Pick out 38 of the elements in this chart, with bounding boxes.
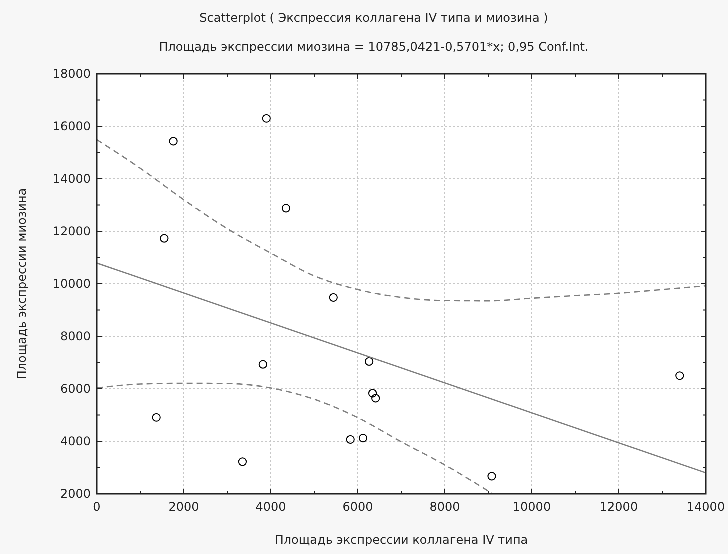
y-tick-label: 14000 bbox=[52, 172, 91, 186]
point bbox=[365, 357, 374, 366]
point bbox=[282, 204, 291, 213]
x-tick-label: 10000 bbox=[512, 500, 552, 514]
y-axis-title: Площадь экспрессии миозина bbox=[15, 188, 29, 380]
point bbox=[368, 389, 378, 398]
x-tick-label: 12000 bbox=[600, 500, 638, 514]
point bbox=[358, 434, 368, 443]
point bbox=[258, 360, 268, 369]
point bbox=[488, 472, 496, 481]
point bbox=[262, 114, 271, 123]
x-tick-label: 14000 bbox=[686, 500, 726, 514]
chart-title: Scatterplot ( Экспрессия коллагена IV типа и миозина ) bbox=[200, 11, 548, 25]
y-tick-label: 16000 bbox=[52, 120, 91, 134]
point bbox=[346, 435, 355, 444]
x-tick-label: 0 bbox=[93, 500, 101, 514]
line-series bbox=[97, 382, 494, 494]
x-tick-label: 6000 bbox=[342, 500, 374, 514]
point bbox=[372, 394, 380, 403]
point bbox=[329, 293, 338, 302]
y-tick-label: 8000 bbox=[60, 330, 91, 344]
y-tick-label: 4000 bbox=[60, 434, 91, 448]
y-tick-label: 18000 bbox=[52, 67, 91, 81]
point bbox=[238, 458, 248, 466]
y-tick-label: 2000 bbox=[60, 487, 91, 501]
point bbox=[676, 372, 684, 380]
x-tick-label: 4000 bbox=[256, 500, 286, 514]
point bbox=[169, 137, 178, 146]
y-tick-label: 6000 bbox=[60, 382, 91, 396]
x-tick-label: 8000 bbox=[430, 500, 460, 514]
line-series bbox=[97, 139, 706, 302]
chart-subtitle: Площадь экспрессии миозина = 10785,0421-0,5701*x; 0,95 Conf.Int. bbox=[159, 40, 589, 54]
x-tick-label: 2000 bbox=[168, 500, 200, 514]
point bbox=[152, 413, 161, 422]
x-axis-title: Площадь экспрессии коллагена IV типа bbox=[274, 533, 528, 547]
y-tick-label: 10000 bbox=[52, 277, 91, 291]
y-tick-label: 12000 bbox=[52, 224, 91, 238]
point bbox=[160, 234, 169, 243]
